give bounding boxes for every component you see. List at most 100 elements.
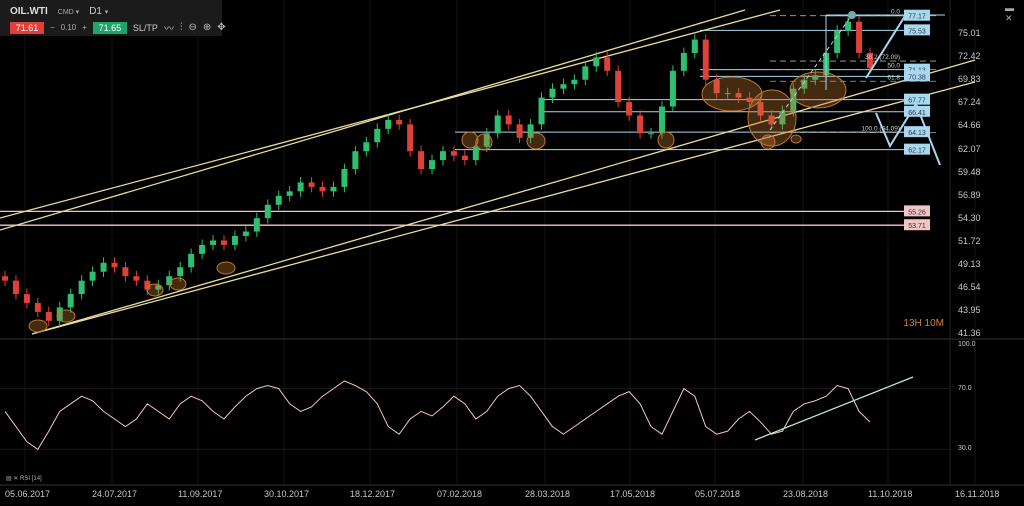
channel-upper-2[interactable]	[0, 9, 781, 219]
level-tag	[904, 143, 930, 155]
zoom-out-icon[interactable]: ⊖	[188, 22, 197, 33]
level-value: 70.38	[908, 74, 926, 81]
price-tick: 67.24	[958, 97, 981, 108]
candle-body	[527, 124, 534, 138]
candle-body	[604, 57, 611, 71]
rsi-tick: 30.0	[958, 445, 972, 453]
candle-body	[746, 97, 753, 103]
candle-body	[308, 182, 315, 187]
level-tag	[904, 70, 930, 82]
candle-body	[615, 70, 622, 103]
spread-value[interactable]: 0.10	[60, 23, 77, 32]
level-value: 67.77	[908, 98, 926, 105]
sell-button[interactable]: 71.61	[10, 21, 44, 34]
candle-body	[220, 240, 227, 245]
candle-body	[396, 119, 403, 125]
channel-lines[interactable]	[0, 9, 976, 335]
price-tick: 75.01	[958, 28, 981, 38]
sltp-button[interactable]: SL/TP	[132, 22, 158, 33]
candle-body	[166, 276, 173, 286]
minimize-icon[interactable]: ▬	[1005, 3, 1014, 13]
candle-body	[724, 93, 731, 95]
rsi-tick: 70.0	[958, 384, 972, 392]
timeframe-dropdown[interactable]: D1 ▾	[89, 6, 108, 17]
indicators-icon[interactable]: ⫶	[179, 22, 183, 33]
level-tag	[904, 63, 930, 75]
rsi-line	[4, 380, 871, 451]
symbol-name[interactable]: OIL.WTI	[10, 6, 48, 17]
candle-body	[626, 102, 633, 116]
level-pink-tag	[904, 205, 930, 217]
candle-body	[319, 186, 326, 192]
rsi-settings-icon[interactable]: ▤	[6, 476, 12, 482]
date-tick: 17.05.2018	[610, 489, 656, 499]
candle-body	[571, 79, 578, 85]
level-tag	[904, 126, 930, 138]
candle-body	[658, 106, 665, 134]
channel-upper-1[interactable]	[0, 9, 746, 231]
volume-increase[interactable]: +	[82, 23, 87, 32]
candle-body	[549, 88, 556, 98]
candle-body	[133, 276, 140, 281]
candle-body	[757, 102, 764, 116]
candle-body	[111, 262, 118, 268]
candle-body	[790, 88, 797, 111]
fib-label: 38.2 (72.09)	[865, 54, 900, 61]
level-value: 62.17	[908, 148, 926, 155]
candle-body	[67, 294, 74, 308]
price-tick: 54.30	[958, 212, 981, 223]
price-tick: 72.42	[958, 51, 981, 62]
candle-body	[407, 124, 414, 152]
level-tag	[904, 9, 930, 21]
date-tick: 11.10.2018	[868, 489, 913, 499]
level-value: 75.53	[908, 28, 926, 35]
timeframe: D1	[89, 6, 102, 17]
candle-body	[45, 311, 52, 321]
candle-body	[2, 276, 8, 281]
buy-button[interactable]: 71.65	[92, 21, 127, 34]
candle-body	[23, 294, 30, 303]
candle-body	[768, 115, 775, 125]
date-tick: 28.03.2018	[525, 489, 571, 499]
candle-body	[560, 84, 567, 89]
candle-body	[330, 186, 337, 192]
price-tick: 49.13	[958, 259, 981, 270]
candle-body	[593, 57, 600, 67]
close-icon[interactable]: ✕	[1005, 13, 1013, 23]
candle-body	[242, 231, 249, 237]
account-type-dropdown[interactable]: CMD ▾	[57, 8, 80, 16]
crosshair-icon[interactable]: ✥	[217, 22, 226, 33]
level-value: 77.17	[908, 14, 926, 21]
candle-body	[505, 115, 512, 125]
rsi-indicator-label: ▤ ✕ RSI [14]	[6, 476, 42, 483]
candle-body	[363, 142, 370, 152]
rsi-remove-icon[interactable]: ✕	[13, 476, 19, 482]
price-tick: 43.95	[958, 305, 981, 316]
price-tick: 59.48	[958, 166, 981, 177]
candle-body	[341, 169, 348, 187]
fib-label: 100.0 (64.09)	[861, 126, 900, 133]
zoom-in-icon[interactable]: ⊕	[202, 22, 212, 33]
candle-body	[483, 133, 490, 147]
level-value: 64.13	[908, 130, 926, 137]
candle-body	[34, 302, 41, 312]
candle-body	[516, 124, 523, 138]
rsi-trendline[interactable]	[754, 376, 914, 441]
fib-label: 50.0	[887, 63, 900, 70]
candle-body	[177, 267, 184, 277]
candle-body	[374, 128, 381, 143]
candle-body	[538, 97, 545, 125]
candle-timer: 13H 10M	[903, 318, 944, 329]
candle-body	[702, 39, 709, 80]
volume-decrease[interactable]: −	[50, 23, 55, 32]
level-value: 66.41	[908, 110, 926, 117]
candle-body	[856, 21, 863, 53]
candle-body	[669, 70, 676, 107]
date-tick: 16.11.2018	[955, 489, 1000, 499]
line-chart-icon[interactable]: 〰	[163, 24, 174, 35]
price-tick: 56.89	[958, 189, 981, 200]
account-type: CMD	[57, 8, 74, 16]
channel-lower-2[interactable]	[31, 81, 976, 335]
channel-lower-1[interactable]	[31, 59, 976, 335]
